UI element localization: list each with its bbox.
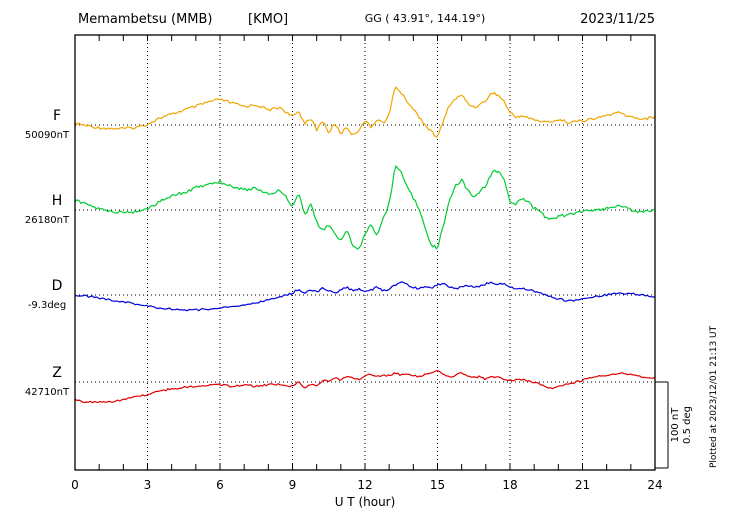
grid-lines [75,35,655,470]
scale-bracket [655,381,669,469]
scale-label-deg: 0.5 deg [682,406,693,444]
value-D: -9.3deg [28,300,66,311]
x-tick-label-9: 9 [289,478,297,492]
x-tick-label-18: 18 [502,478,517,492]
label-D: D [52,278,63,294]
scale-label-nt: 100 nT [670,407,681,443]
x-tick-label-24: 24 [647,478,662,492]
label-Z: Z [52,365,62,381]
observatory-code: [KMO] [248,12,288,27]
trace-D [74,281,656,312]
trace-F [74,86,656,138]
value-Z: 42710nT [25,387,70,398]
label-F: F [53,108,61,124]
value-F: 50090nT [25,130,70,141]
trace-Z [74,370,656,404]
x-tick-label-21: 21 [575,478,590,492]
x-tick-label-15: 15 [430,478,445,492]
plotted-at-note: Plotted at 2023/12/01 21:13 UT [709,325,719,468]
x-tick-label-0: 0 [71,478,79,492]
station-title: Memambetsu (MMB) [78,12,213,27]
geographic-coordinates: GG ( 43.91°, 144.19°) [365,12,486,25]
value-H: 26180nT [25,215,70,226]
trace-lines [74,86,656,404]
x-tick-label-12: 12 [357,478,372,492]
x-tick-label-6: 6 [216,478,224,492]
x-axis-label: U T (hour) [335,495,396,509]
trace-H [74,165,655,250]
x-tick-label-3: 3 [144,478,152,492]
label-H: H [52,193,63,209]
x-tick-labels: 0 3 6 9 12 15 18 21 24 [71,478,662,492]
plot-border [74,34,656,471]
plot-date: 2023/11/25 [580,12,655,27]
